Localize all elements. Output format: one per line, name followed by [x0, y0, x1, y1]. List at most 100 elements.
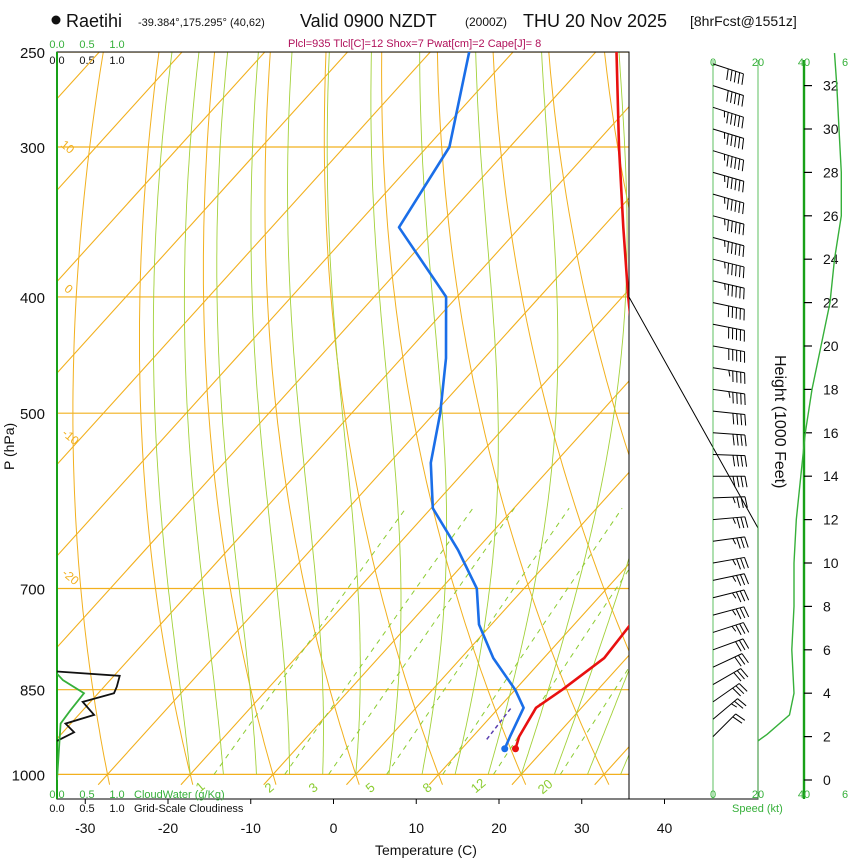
- moist-adiabat-line: [183, 52, 224, 775]
- moist-adiabat-label: 0: [627, 191, 646, 212]
- x-tick-label: 0: [330, 820, 338, 836]
- wind-speed-profile: [757, 53, 842, 742]
- wind-barb-flag-full: [726, 90, 729, 102]
- isotherm-line: [180, 288, 629, 786]
- wind-barb-flag-full: [737, 115, 741, 128]
- mixing-ratio-label: 3: [306, 779, 321, 795]
- moist-adiabat-line: [419, 52, 448, 775]
- wind-barb-flag-full: [744, 557, 749, 569]
- height-tick-label: 32: [823, 78, 839, 94]
- wind-barb-flag-full: [738, 223, 741, 235]
- wind-barb-flag-half: [731, 609, 737, 616]
- x-axis-title: Temperature (C): [375, 842, 477, 858]
- wind-barb-flag-full: [727, 219, 729, 232]
- wind-barb-staff: [712, 496, 745, 499]
- mixing-ratio-line: [213, 507, 407, 775]
- wind-barb: [712, 410, 747, 426]
- profiles: [57, 52, 629, 781]
- pressure-tick-label: 700: [20, 582, 45, 599]
- forecast-date: THU 20 Nov 2025: [523, 11, 667, 31]
- wind-barb-staff: [712, 653, 743, 668]
- x-tick-label: -20: [158, 820, 178, 836]
- wind-barb-flag-full: [739, 574, 746, 586]
- height-tick-label: 30: [823, 121, 839, 137]
- wind-barb-flag-full: [743, 573, 750, 585]
- wind-barb-flag-full: [735, 608, 742, 620]
- wind-barb-flag-full: [735, 286, 737, 298]
- surface-temperature-marker: [511, 745, 519, 753]
- wind-barb: [712, 713, 746, 737]
- wind-barb: [712, 556, 749, 570]
- wind-barb-flag-full: [742, 181, 745, 193]
- height-tick-label: 12: [823, 512, 839, 528]
- wind-barb-staff: [712, 668, 741, 685]
- wind-barb-flag-full: [744, 414, 747, 426]
- wind-barb-staff: [712, 622, 744, 633]
- wind-barb-flag-full: [744, 536, 749, 548]
- dry-adiabat-line: [548, 52, 629, 457]
- wind-barb-flag-full: [726, 176, 729, 188]
- cloud-water-tick-bottom: 0.5: [79, 789, 94, 801]
- moist-adiabat-line: [287, 52, 324, 775]
- speed-tick-bottom: 40: [798, 789, 810, 801]
- wind-barb-flag-half: [731, 703, 738, 708]
- pressure-tick-label: 1000: [12, 767, 45, 784]
- wind-barb-flag-full: [738, 180, 741, 192]
- wind-barb-flag-full: [740, 455, 744, 467]
- wind-barb-flag-full: [730, 70, 733, 82]
- wind-barb: [712, 589, 750, 603]
- moist-adiabat-line: [553, 556, 629, 775]
- wind-barb-flag-half: [732, 575, 737, 582]
- wind-barb-staff: [712, 85, 744, 96]
- height-tick-label: 16: [823, 425, 839, 441]
- mixing-ratio-label: 5: [363, 779, 378, 795]
- moist-adiabat-line: [487, 52, 559, 775]
- wind-barb-flag-full: [742, 266, 745, 279]
- wind-barb-flag-full: [734, 157, 737, 169]
- wind-barb-flag-full: [742, 245, 745, 257]
- height-tick-label: 26: [823, 208, 839, 224]
- wind-barb: [712, 345, 746, 363]
- wind-barb-flag-full: [732, 476, 736, 488]
- height-tick-label: 10: [823, 555, 839, 571]
- cloudiness-tick-bottom: 0.0: [49, 803, 64, 815]
- wind-barb-flag-full: [730, 199, 733, 211]
- zulu-time: (2000Z): [465, 15, 507, 29]
- isotherm-line: [57, 105, 629, 740]
- wind-barb-flag-full: [737, 158, 741, 171]
- wind-barb: [712, 63, 744, 85]
- wind-barb-flag-full: [742, 224, 745, 236]
- mixing-ratio-line: [559, 666, 629, 775]
- wind-barb-staff: [712, 573, 745, 581]
- height-tick-label: 28: [823, 164, 839, 180]
- height-tick-label: 20: [823, 338, 839, 354]
- wind-barb-staff: [712, 516, 745, 521]
- wind-barb-flag-full: [735, 264, 737, 277]
- isotherm-line: [57, 52, 349, 374]
- wind-barb-flag-full: [735, 685, 745, 695]
- wind-barb-flag-full: [737, 655, 746, 665]
- height-tick-label: 8: [823, 598, 831, 614]
- pressure-tick-label: 250: [20, 45, 45, 62]
- wind-barb-flag-full: [731, 285, 733, 297]
- mixing-ratio-line: [493, 568, 629, 775]
- wind-barb: [712, 432, 747, 447]
- wind-barb-flag-full: [744, 496, 748, 508]
- x-tick-label: 40: [657, 820, 673, 836]
- wind-barb: [712, 454, 748, 467]
- wind-barb-flag-full: [732, 687, 741, 697]
- speed-tick-top: 0: [710, 57, 716, 69]
- wind-barb-staff: [712, 683, 740, 703]
- moist-adiabat-line: [216, 52, 257, 775]
- wind-barb-flag-full: [733, 71, 737, 83]
- wind-barb-flag-full: [734, 178, 737, 191]
- wind-barb-flag-full: [733, 672, 742, 682]
- height-axis-title: Height (1000 Feet): [771, 355, 788, 488]
- cloudiness-profile: [57, 670, 121, 742]
- wind-barb-flag-full: [738, 244, 741, 256]
- wind-barb-flag-full: [734, 700, 744, 709]
- wind-barb-flag-full: [736, 496, 740, 509]
- moist-adiabat-line: [654, 31, 850, 775]
